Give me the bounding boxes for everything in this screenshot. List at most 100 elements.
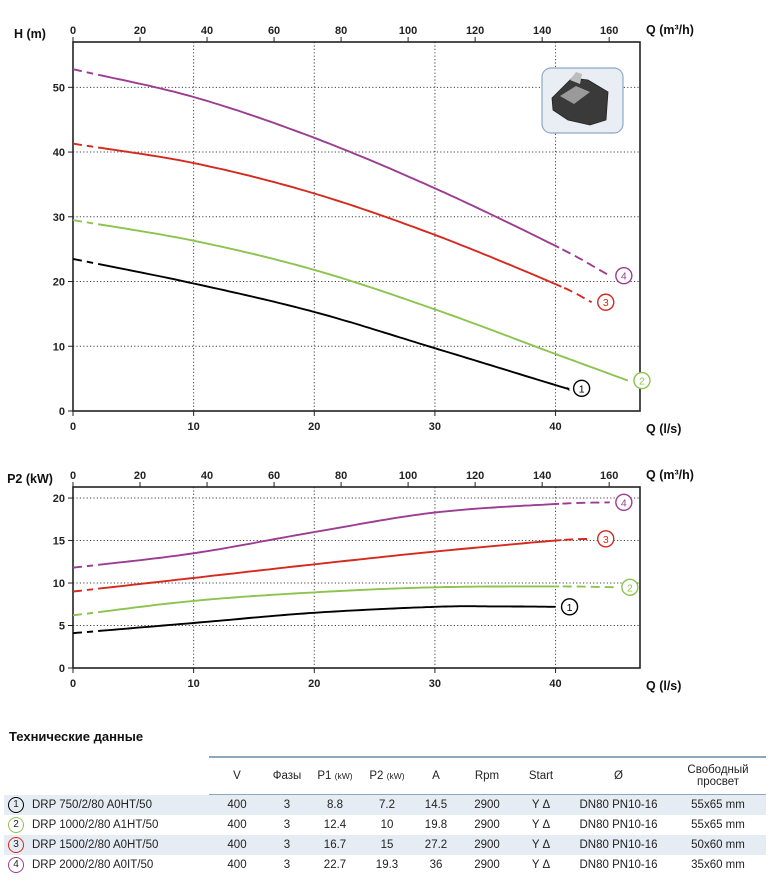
x-tick-label: 10 [188, 421, 200, 433]
spec-cell-phases: 3 [265, 815, 309, 835]
model-name: DRP 2000/2/80 A0IT/50 [32, 859, 154, 872]
series-line-dashed-end [563, 287, 593, 304]
model-number-badge: 3 [8, 837, 24, 853]
series-line [97, 539, 562, 590]
spec-cell-v: 400 [209, 794, 265, 815]
table-row: 3 DRP 1500/2/80 A0HT/50 400 3 16.7 15 27.2 2900… [4, 835, 766, 855]
spec-cell-phases: 3 [265, 835, 309, 855]
series-marker [597, 530, 615, 548]
x2-tick-label: 0 [70, 25, 76, 37]
spec-cell-start: Y Δ [515, 794, 567, 815]
series-marker-label: 2 [639, 376, 645, 388]
y-tick-label: 20 [53, 493, 65, 505]
model-number-badge: 2 [8, 817, 24, 833]
series-line-dashed-end [562, 585, 616, 589]
x2-tick-label: 100 [399, 25, 417, 37]
spec-header-phases: Фазы [265, 756, 309, 795]
series-line [97, 585, 560, 614]
x-tick-label: 30 [429, 678, 441, 690]
spec-cell-free: 50x60 mm [670, 835, 766, 855]
spec-cell-v: 400 [209, 855, 265, 875]
spec-cell-p1: 22.7 [309, 855, 361, 875]
series-marker-label: 2 [627, 582, 633, 594]
series-line-dashed-end [562, 501, 610, 505]
y-tick-label: 40 [53, 147, 65, 159]
x-tick-label: 10 [188, 678, 200, 690]
x-tick-label: 30 [429, 421, 441, 433]
spec-header-p2-label: P2 [369, 770, 384, 782]
spec-header-p2: P2 (kW) [361, 756, 413, 795]
series-line-dashed-start [72, 142, 94, 148]
series-line-dashed-start [72, 611, 94, 617]
series-marker-label: 4 [621, 271, 627, 283]
spec-cell-a: 36 [413, 855, 459, 875]
series-marker [633, 371, 651, 390]
series-marker [572, 379, 591, 398]
series-line [97, 146, 562, 288]
x2-tick-label: 60 [268, 25, 280, 37]
series-marker [560, 598, 579, 616]
series-line [98, 605, 556, 632]
spec-header-free: Свободный просвет [670, 756, 766, 795]
model-name: DRP 1000/2/80 A1HT/50 [32, 819, 159, 832]
spec-header-v: V [209, 756, 265, 795]
spec-cell-dn: DN80 PN10-16 [567, 835, 670, 855]
x-tick-label: 20 [308, 421, 320, 433]
pump-image-highlight [560, 86, 590, 104]
spec-cell-p2: 7.2 [361, 794, 413, 815]
spec-cell-rpm: 2900 [459, 855, 515, 875]
series-marker [621, 578, 639, 596]
spec-cell-free: 55x65 mm [670, 794, 766, 815]
spec-table: V Фазы P1 (kW) P2 (kW) A Rpm Start Ø Сво… [4, 756, 766, 875]
spec-cell-start: Y Δ [515, 855, 567, 875]
series-marker-label: 4 [621, 497, 627, 509]
series-marker-label: 3 [603, 534, 609, 546]
y-tick-label: 5 [59, 621, 65, 633]
y-tick-label: 0 [59, 663, 65, 675]
spec-cell-p2: 10 [361, 815, 413, 835]
series-line-dashed-start [72, 630, 94, 635]
spec-cell-p1: 12.4 [309, 815, 361, 835]
x2-tick-label: 120 [466, 470, 484, 482]
series-marker-label: 3 [603, 297, 609, 309]
spec-cell-phases: 3 [265, 794, 309, 815]
y-tick-label: 30 [53, 212, 65, 224]
spec-header-free-line1: Свободный [687, 764, 749, 776]
spec-cell-dn: DN80 PN10-16 [567, 794, 670, 815]
series-line-dashed-start [72, 219, 94, 225]
series-line [97, 262, 569, 391]
x2-tick-label: 80 [335, 25, 347, 37]
x2-tick-label: 80 [335, 470, 347, 482]
spec-cell-a: 27.2 [413, 835, 459, 855]
x-axis-label: Q (l/s) [646, 422, 681, 436]
table-row: 4 DRP 2000/2/80 A0IT/50 400 3 22.7 19.3 36 2900… [4, 855, 766, 875]
table-row: 2 DRP 1000/2/80 A1HT/50 400 3 12.4 10 19.8 2900… [4, 815, 766, 835]
y-tick-label: 0 [59, 406, 65, 418]
spec-header-free-line2: просвет [696, 776, 740, 788]
spec-cell-start: Y Δ [515, 835, 567, 855]
spec-header-p1: P1 (kW) [309, 756, 361, 795]
spec-cell-model: 2 DRP 1000/2/80 A1HT/50 [4, 815, 209, 835]
spec-title: Технические данные [9, 729, 144, 744]
spec-table-body: 1 DRP 750/2/80 A0HT/50 400 3 8.8 7.2 14.5 2900 Y… [4, 794, 766, 875]
spec-cell-v: 400 [209, 835, 265, 855]
spec-cell-phases: 3 [265, 855, 309, 875]
spec-cell-rpm: 2900 [459, 835, 515, 855]
series-marker-label: 1 [567, 602, 573, 614]
series-marker [615, 493, 633, 511]
spec-header-p1-unit: (kW) [334, 771, 353, 781]
series-line [97, 73, 560, 249]
x2-tick-label: 140 [533, 470, 551, 482]
spec-cell-p2: 19.3 [361, 855, 413, 875]
series-marker [615, 267, 633, 285]
spec-cell-a: 14.5 [413, 794, 459, 815]
y-tick-label: 20 [53, 277, 65, 289]
model-number-badge: 4 [8, 857, 24, 873]
series-line-dashed-start [72, 588, 94, 593]
x-tick-label: 0 [70, 678, 76, 690]
x2-tick-label: 160 [600, 470, 618, 482]
series-marker-label: 1 [579, 383, 585, 395]
spec-cell-a: 19.8 [413, 815, 459, 835]
pump-image-handle [570, 72, 582, 84]
spec-cell-model: 3 DRP 1500/2/80 A0HT/50 [4, 835, 209, 855]
